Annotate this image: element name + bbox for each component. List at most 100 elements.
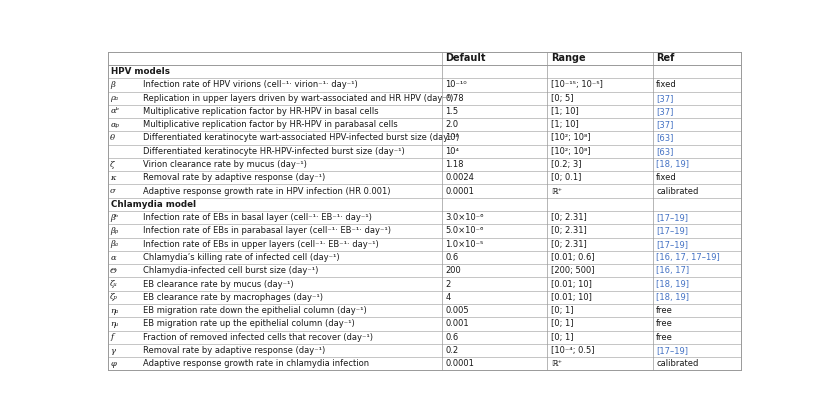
Text: [0; 5]: [0; 5] xyxy=(551,94,573,103)
Text: Removal rate by adaptive response (day⁻¹): Removal rate by adaptive response (day⁻¹… xyxy=(144,173,326,182)
Text: [37]: [37] xyxy=(656,107,673,116)
Text: 10⁻¹⁰: 10⁻¹⁰ xyxy=(446,80,467,89)
Text: Chlamydia-infected cell burst size (day⁻¹): Chlamydia-infected cell burst size (day⁻… xyxy=(144,266,318,275)
Text: β: β xyxy=(111,81,115,89)
Text: Default: Default xyxy=(446,53,486,63)
Text: αᵇ: αᵇ xyxy=(111,108,119,116)
Text: [0.01; 10]: [0.01; 10] xyxy=(551,293,592,302)
Text: EB clearance rate by mucus (day⁻¹): EB clearance rate by mucus (day⁻¹) xyxy=(144,280,294,289)
Text: [1; 10]: [1; 10] xyxy=(551,107,578,116)
Text: Adaptive response growth rate in chlamydia infection: Adaptive response growth rate in chlamyd… xyxy=(144,359,370,368)
Text: βₐ: βₐ xyxy=(111,240,118,248)
Text: EB clearance rate by macrophages (day⁻¹): EB clearance rate by macrophages (day⁻¹) xyxy=(144,293,323,302)
Text: αₚ: αₚ xyxy=(111,121,119,129)
Text: Virion clearance rate by mucus (day⁻¹): Virion clearance rate by mucus (day⁻¹) xyxy=(144,160,307,169)
Text: 3.0×10⁻⁶: 3.0×10⁻⁶ xyxy=(446,213,483,222)
Text: 0.2: 0.2 xyxy=(446,346,459,355)
Text: φ: φ xyxy=(111,360,116,368)
Text: 10⁶: 10⁶ xyxy=(446,133,459,143)
Text: 0.005: 0.005 xyxy=(446,306,469,315)
Text: ℝ⁺: ℝ⁺ xyxy=(551,187,562,196)
Text: ζᵤ: ζᵤ xyxy=(111,280,118,288)
Text: Ref: Ref xyxy=(656,53,675,63)
Text: 1.18: 1.18 xyxy=(446,160,464,169)
Text: [37]: [37] xyxy=(656,120,673,129)
Text: [200; 500]: [200; 500] xyxy=(551,266,594,275)
Text: [10⁻⁴; 0.5]: [10⁻⁴; 0.5] xyxy=(551,346,594,355)
Text: calibrated: calibrated xyxy=(656,187,699,196)
Text: [0; 2.31]: [0; 2.31] xyxy=(551,213,587,222)
Text: ρₐ: ρₐ xyxy=(111,94,118,102)
Text: Θ: Θ xyxy=(111,267,117,275)
Text: Infection rate of EBs in upper layers (cell⁻¹· EB⁻¹· day⁻¹): Infection rate of EBs in upper layers (c… xyxy=(144,240,380,249)
Text: 0.0001: 0.0001 xyxy=(446,187,474,196)
Text: [0; 2.31]: [0; 2.31] xyxy=(551,226,587,236)
Text: 10⁴: 10⁴ xyxy=(446,147,460,156)
Text: Differentiated keratinocyte wart-associated HPV-infected burst size (day⁻¹): Differentiated keratinocyte wart-associa… xyxy=(144,133,460,143)
Text: [18, 19]: [18, 19] xyxy=(656,280,689,289)
Text: EB migration rate up the epithelial column (day⁻¹): EB migration rate up the epithelial colu… xyxy=(144,319,355,329)
Text: βᵇ: βᵇ xyxy=(111,214,119,222)
Text: [18, 19]: [18, 19] xyxy=(656,160,689,169)
Text: calibrated: calibrated xyxy=(656,359,699,368)
Text: free: free xyxy=(656,333,673,342)
Text: ηₐ: ηₐ xyxy=(111,307,118,315)
Text: free: free xyxy=(656,306,673,315)
Text: 0.0024: 0.0024 xyxy=(446,173,474,182)
Text: 0.6: 0.6 xyxy=(446,253,459,262)
Text: ℝ⁺: ℝ⁺ xyxy=(551,359,562,368)
Text: [0.2; 3]: [0.2; 3] xyxy=(551,160,581,169)
Text: Replication in upper layers driven by wart-associated and HR HPV (day⁻¹): Replication in upper layers driven by wa… xyxy=(144,94,454,103)
Text: σ: σ xyxy=(111,187,116,195)
Text: [63]: [63] xyxy=(656,133,673,143)
Text: [0.01; 0.6]: [0.01; 0.6] xyxy=(551,253,594,262)
Text: Adaptive response growth rate in HPV infection (HR 0.001): Adaptive response growth rate in HPV inf… xyxy=(144,187,391,196)
Text: Chlamydia’s killing rate of infected cell (day⁻¹): Chlamydia’s killing rate of infected cel… xyxy=(144,253,340,262)
Text: γ: γ xyxy=(111,347,116,354)
Text: [16, 17]: [16, 17] xyxy=(656,266,690,275)
Text: ηᵤ: ηᵤ xyxy=(111,320,119,328)
Text: [1; 10]: [1; 10] xyxy=(551,120,578,129)
Text: κ: κ xyxy=(111,174,116,182)
Text: fixed: fixed xyxy=(656,173,677,182)
Text: ζ: ζ xyxy=(111,161,115,168)
Text: 2.0: 2.0 xyxy=(446,120,459,129)
Text: [0; 1]: [0; 1] xyxy=(551,333,573,342)
Text: 2: 2 xyxy=(446,280,450,289)
Text: Infection rate of HPV virions (cell⁻¹· virion⁻¹· day⁻¹): Infection rate of HPV virions (cell⁻¹· v… xyxy=(144,80,358,89)
Text: [0; 0.1]: [0; 0.1] xyxy=(551,173,581,182)
Text: 200: 200 xyxy=(446,266,461,275)
Text: [17–19]: [17–19] xyxy=(656,240,688,249)
Text: Differentiated keratinocyte HR-HPV-infected burst size (day⁻¹): Differentiated keratinocyte HR-HPV-infec… xyxy=(144,147,405,156)
Text: 0.0001: 0.0001 xyxy=(446,359,474,368)
Text: θ: θ xyxy=(111,134,116,142)
Text: 1.0×10⁻⁵: 1.0×10⁻⁵ xyxy=(446,240,483,249)
Text: Multiplicative replication factor by HR-HPV in basal cells: Multiplicative replication factor by HR-… xyxy=(144,107,379,116)
Text: [0; 1]: [0; 1] xyxy=(551,306,573,315)
Text: fixed: fixed xyxy=(656,80,677,89)
Text: [18, 19]: [18, 19] xyxy=(656,293,689,302)
Text: [0; 2.31]: [0; 2.31] xyxy=(551,240,587,249)
Text: f: f xyxy=(111,333,113,341)
Text: Range: Range xyxy=(551,53,585,63)
Text: [10²; 10⁸]: [10²; 10⁸] xyxy=(551,147,591,156)
Text: Multiplicative replication factor by HR-HPV in parabasal cells: Multiplicative replication factor by HR-… xyxy=(144,120,398,129)
Text: [17–19]: [17–19] xyxy=(656,213,688,222)
Text: Removal rate by adaptive response (day⁻¹): Removal rate by adaptive response (day⁻¹… xyxy=(144,346,326,355)
Text: Fraction of removed infected cells that recover (day⁻¹): Fraction of removed infected cells that … xyxy=(144,333,374,342)
Text: α: α xyxy=(111,254,116,261)
Text: 4: 4 xyxy=(446,293,450,302)
Text: [0.01; 10]: [0.01; 10] xyxy=(551,280,592,289)
Text: [17–19]: [17–19] xyxy=(656,226,688,236)
Text: [16, 17, 17–19]: [16, 17, 17–19] xyxy=(656,253,720,262)
Text: EB migration rate down the epithelial column (day⁻¹): EB migration rate down the epithelial co… xyxy=(144,306,367,315)
Text: [37]: [37] xyxy=(656,94,673,103)
Text: 5.0×10⁻⁶: 5.0×10⁻⁶ xyxy=(446,226,483,236)
Text: [10⁻¹⁵; 10⁻⁵]: [10⁻¹⁵; 10⁻⁵] xyxy=(551,80,602,89)
Text: Chlamydia model: Chlamydia model xyxy=(111,200,196,209)
Text: HPV models: HPV models xyxy=(111,67,171,76)
Text: [10²; 10⁸]: [10²; 10⁸] xyxy=(551,133,591,143)
Text: ζₚ: ζₚ xyxy=(111,294,118,301)
Text: 1.5: 1.5 xyxy=(446,107,459,116)
Text: Infection rate of EBs in parabasal layer (cell⁻¹· EB⁻¹· day⁻¹): Infection rate of EBs in parabasal layer… xyxy=(144,226,391,236)
